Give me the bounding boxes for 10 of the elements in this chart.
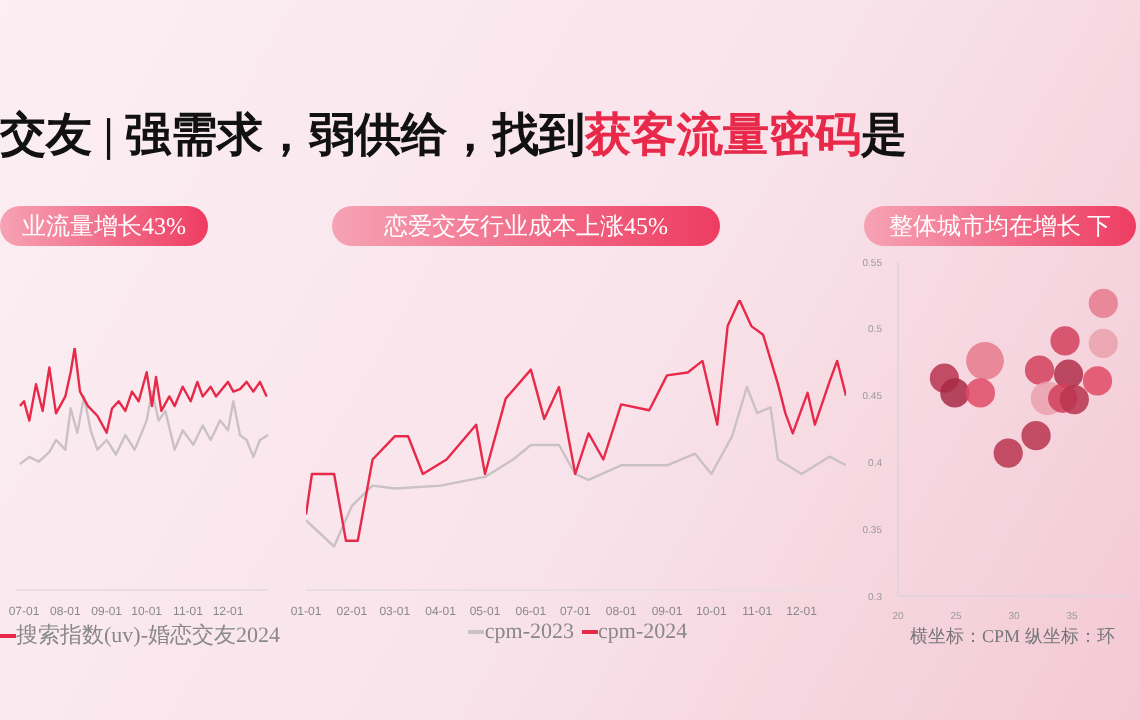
text: 是 — [861, 110, 908, 160]
text: 交友 | 强需求，弱供给，找到 — [0, 110, 586, 160]
chart-title: 恋爱交友行业成本上涨45% — [332, 206, 720, 246]
legend-label: cpm-2023 — [482, 620, 574, 644]
chart-title: 业流量增长43% — [0, 206, 208, 246]
x-axis-title: 横坐标：CPM 纵坐标：环 — [910, 624, 1115, 650]
chart-title: 整体城市均在增长 下 — [864, 206, 1136, 246]
legend-label: cpm-2024 — [596, 620, 688, 644]
legend-label: 搜索指数(uv)-婚恋交友2024 — [14, 621, 280, 650]
text: 获客流量密码 — [585, 110, 862, 160]
